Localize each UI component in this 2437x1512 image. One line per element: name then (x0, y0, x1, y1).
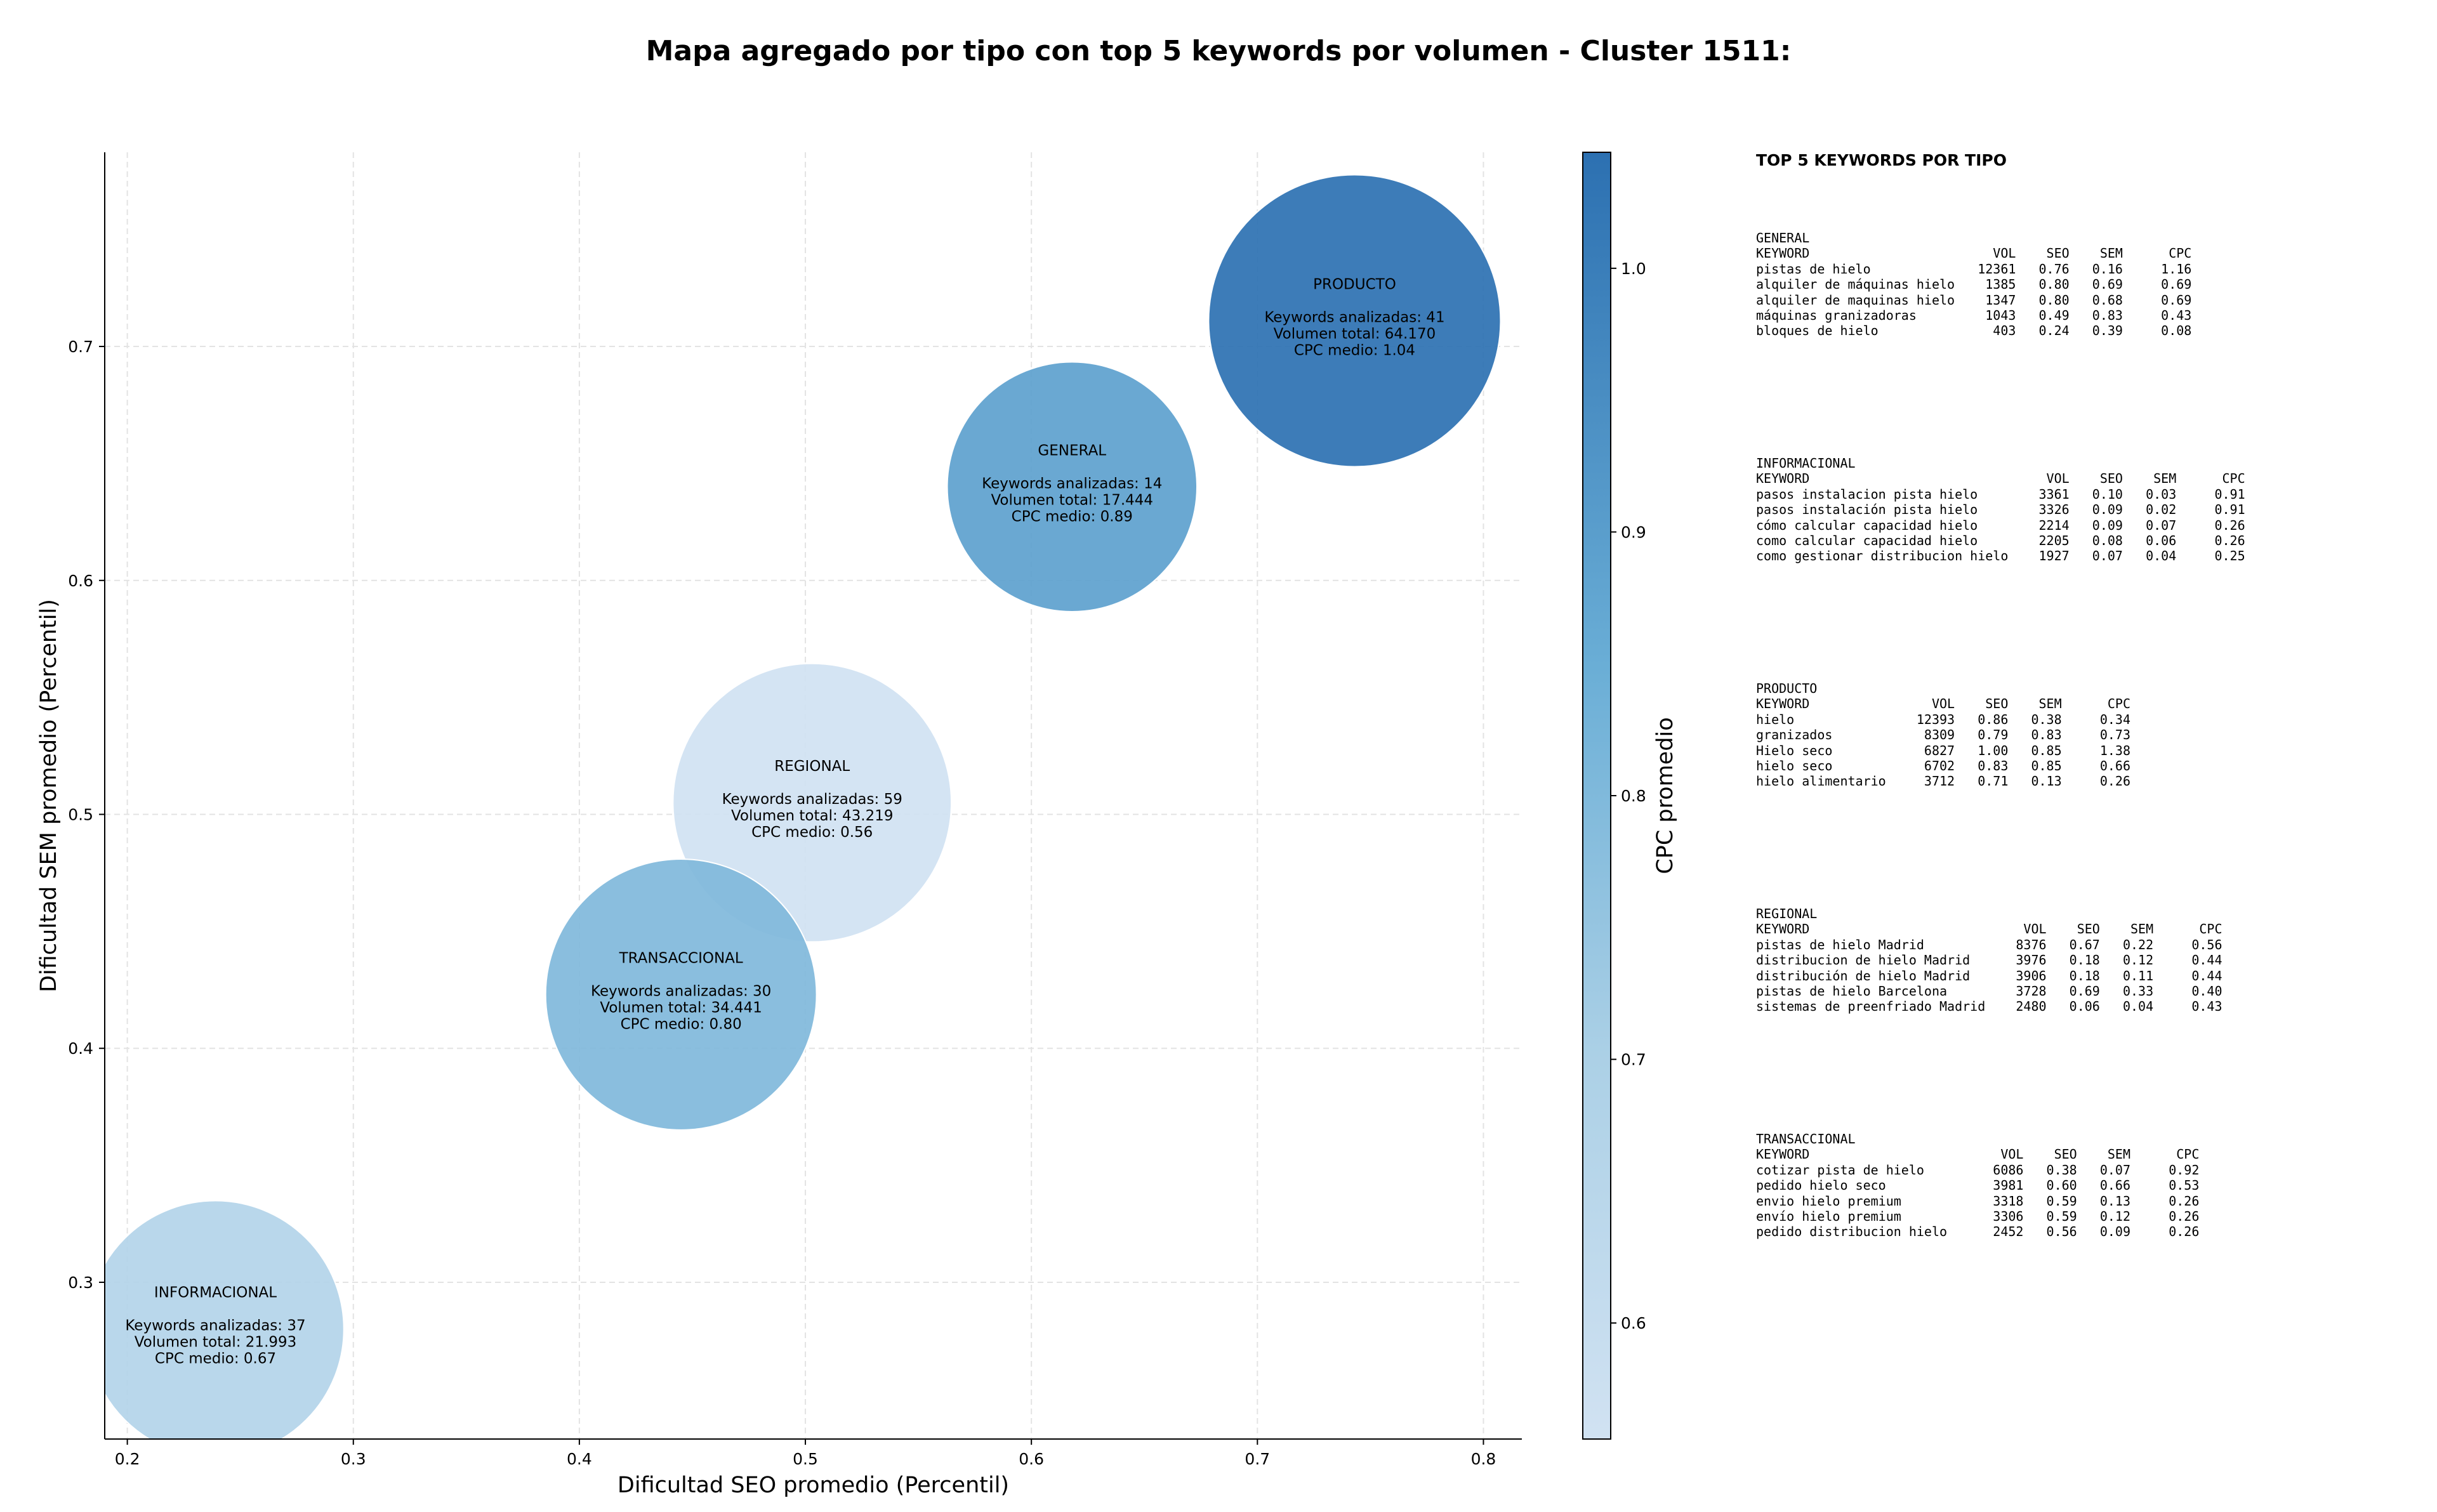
keyword-block-informacional: INFORMACIONAL KEYWORD VOL SEO SEM CPC pa… (1756, 456, 2245, 564)
x-tick-label: 0.3 (341, 1450, 366, 1468)
bubble-stat-label: Keywords analizadas: 14 (982, 475, 1162, 492)
y-axis-title: Dificultad SEM promedio (Percentil) (36, 599, 62, 992)
bubble-stat-label: CPC medio: 1.04 (1294, 342, 1415, 358)
colorbar-title: CPC promedio (1653, 717, 1678, 874)
bubble-type-label: INFORMACIONAL (154, 1285, 277, 1301)
bubble-stat-label: Volumen total: 64.170 (1274, 325, 1436, 342)
x-tick-label: 0.8 (1471, 1450, 1496, 1468)
bubble-stat-label: CPC medio: 0.80 (621, 1016, 742, 1032)
bubble-stat-label: CPC medio: 0.89 (1012, 508, 1133, 525)
colorbar: 0.6 0.7 0.8 0.9 1.0 CPC promedio (1582, 152, 1678, 1440)
bubble-type-label: TRANSACCIONAL (619, 950, 743, 966)
x-tick-label: 0.5 (793, 1450, 818, 1468)
colorbar-tick-label: 1.0 (1621, 260, 1646, 278)
x-axis-title: Dificultad SEO promedio (Percentil) (618, 1473, 1009, 1498)
panel-title: TOP 5 KEYWORDS POR TIPO (1756, 151, 2007, 169)
x-tick-label: 0.6 (1019, 1450, 1044, 1468)
chart-title: Mapa agregado por tipo con top 5 keyword… (645, 35, 1792, 67)
y-tick-label: 0.4 (68, 1039, 93, 1058)
keyword-block-general: GENERAL KEYWORD VOL SEO SEM CPC pistas d… (1756, 230, 2192, 339)
y-tick-label: 0.5 (68, 805, 93, 824)
keyword-block-producto: PRODUCTO KEYWORD VOL SEO SEM CPC hielo 1… (1756, 681, 2131, 789)
colorbar-tick-label: 0.9 (1621, 523, 1646, 541)
keyword-block-transaccional: TRANSACCIONAL KEYWORD VOL SEO SEM CPC co… (1756, 1131, 2200, 1240)
x-tick-label: 0.4 (567, 1450, 592, 1468)
bubble (946, 361, 1198, 612)
keyword-block-regional: REGIONAL KEYWORD VOL SEO SEM CPC pistas … (1756, 906, 2222, 1015)
bubble-stat-label: Keywords analizadas: 30 (591, 983, 771, 999)
bubble-stat-label: CPC medio: 0.56 (751, 824, 873, 841)
y-tick-label: 0.6 (68, 572, 93, 590)
bubble-type-label: PRODUCTO (1313, 276, 1396, 293)
bubble-stat-label: Keywords analizadas: 37 (125, 1318, 305, 1334)
bubble (545, 858, 817, 1131)
bubble (1208, 174, 1502, 468)
colorbar-tick-label: 0.7 (1621, 1051, 1646, 1069)
bubble-type-label: GENERAL (1038, 442, 1106, 459)
bubble (105, 1200, 345, 1439)
bubble-stat-label: Volumen total: 34.441 (600, 999, 762, 1016)
colorbar-gradient (1582, 152, 1611, 1440)
colorbar-tick-label: 0.8 (1621, 787, 1646, 805)
bubble-stat-label: Volumen total: 43.219 (731, 808, 894, 824)
bubble-stat-label: Keywords analizadas: 59 (722, 791, 902, 808)
axes: 0.2 0.3 0.4 0.5 0.6 0.7 0.8 0.3 0.4 0.5 0.6 0.7 Difi… (36, 152, 1522, 1498)
bubble-stat-label: Volumen total: 17.444 (991, 492, 1153, 508)
bubble-stat-label: Volumen total: 21.993 (135, 1334, 297, 1351)
x-tick-label: 0.2 (115, 1450, 140, 1468)
bubble (672, 662, 953, 943)
top-keywords-panel: TOP 5 KEYWORDS POR TIPO GENERAL KEYWORD … (1756, 151, 2422, 1239)
bubble-type-label: REGIONAL (774, 758, 850, 775)
colorbar-tick-label: 0.6 (1621, 1314, 1646, 1332)
bubble-stat-label: Keywords analizadas: 41 (1264, 309, 1444, 325)
bubble-stat-label: CPC medio: 0.67 (155, 1351, 276, 1367)
y-tick-label: 0.3 (68, 1273, 93, 1292)
y-tick-label: 0.7 (68, 338, 93, 356)
x-tick-label: 0.7 (1245, 1450, 1270, 1468)
